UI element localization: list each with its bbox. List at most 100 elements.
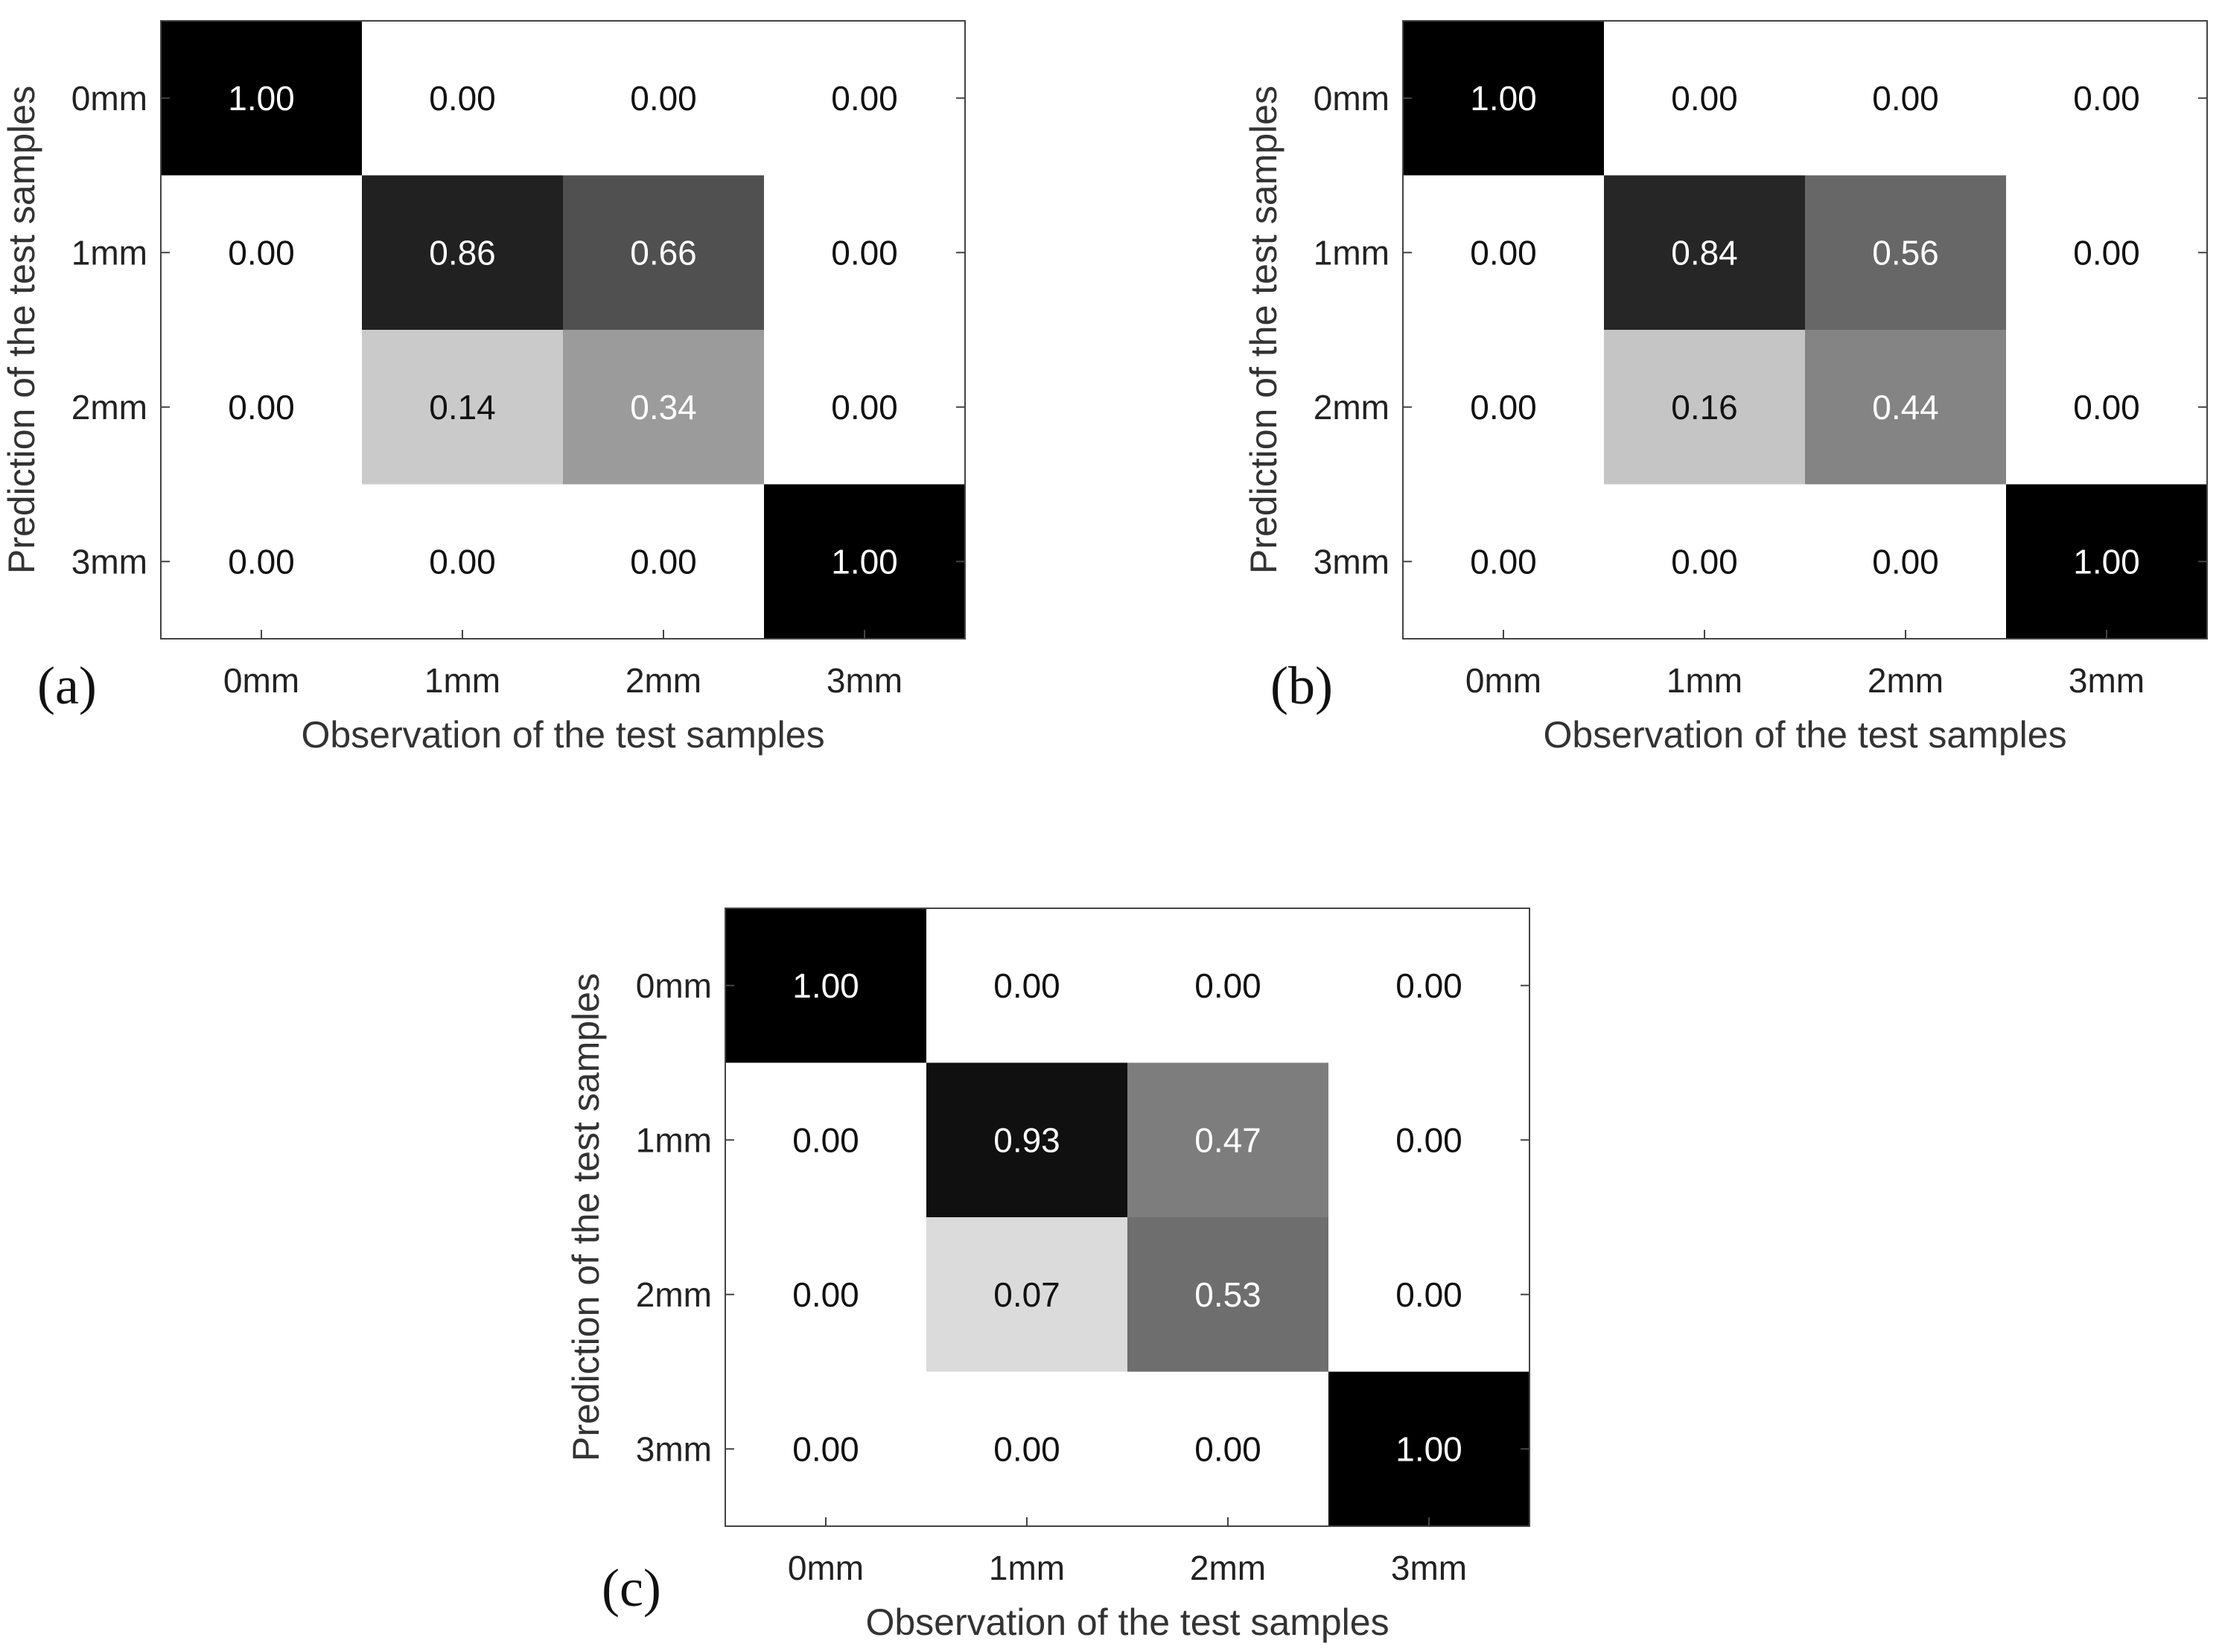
heatmap-cell <box>2006 21 2207 176</box>
cell-value-label: 0.00 <box>792 1120 859 1159</box>
cell-value-label: 0.66 <box>630 233 697 272</box>
y-tick-label: 2mm <box>71 388 147 427</box>
cell-value-label: 0.00 <box>630 542 697 581</box>
heatmap-cell <box>1403 484 1604 639</box>
cell-value-label: 0.00 <box>228 233 295 272</box>
y-tick-label: 1mm <box>636 1120 712 1159</box>
x-axis-title: Observation of the test samples <box>865 1601 1389 1643</box>
heatmap-cell <box>1328 908 1529 1063</box>
plot-frame <box>1402 20 2208 640</box>
cell-value-label: 0.00 <box>993 1429 1060 1468</box>
cell-value-label: 0.00 <box>630 79 697 118</box>
x-tick-label: 3mm <box>827 661 903 700</box>
heatmap-cell <box>362 175 563 330</box>
cell-value-label: 0.00 <box>831 79 898 118</box>
x-tick-label: 1mm <box>424 661 500 700</box>
heatmap-cell <box>161 484 362 639</box>
cell-value-label: 0.00 <box>1395 966 1462 1005</box>
cell-value-label: 0.93 <box>993 1120 1060 1159</box>
cell-value-label: 0.86 <box>429 233 496 272</box>
heatmap-cell <box>1127 908 1328 1063</box>
heatmap-cell <box>362 330 563 485</box>
cell-value-label: 0.00 <box>831 388 898 427</box>
heatmap-cell <box>926 908 1127 1063</box>
cell-value-label: 1.00 <box>2073 542 2140 581</box>
cell-value-label: 0.00 <box>1671 542 1738 581</box>
heatmap-cell <box>1403 330 1604 485</box>
heatmap-cell <box>1403 175 1604 330</box>
y-tick-label: 2mm <box>1314 388 1389 427</box>
cell-value-label: 0.00 <box>2073 388 2140 427</box>
heatmap-cell <box>563 330 764 485</box>
confusion-matrix-b: 1.00 0.00 0.00 0.00 0.00 0.84 0.56 0.00 0.00 0.16… <box>1242 0 2222 789</box>
confusion-matrix-c: 1.00 0.00 0.00 0.00 0.00 0.93 0.47 0.00 0.00 0.07… <box>564 887 1607 1652</box>
cell-value-label: 0.00 <box>228 388 295 427</box>
cell-value-label: 0.16 <box>1671 388 1738 427</box>
cell-value-label: 0.53 <box>1194 1275 1261 1314</box>
cell-value-label: 0.34 <box>630 388 697 427</box>
heatmap-cell <box>725 1371 926 1526</box>
plot-frame <box>725 908 1530 1527</box>
cell-value-label: 0.00 <box>1395 1275 1462 1314</box>
cell-value-label: 0.00 <box>429 542 496 581</box>
heatmap-cell <box>1805 484 2006 639</box>
y-tick-label: 1mm <box>1314 233 1389 272</box>
x-tick-label: 2mm <box>1868 661 1944 700</box>
x-tick-label: 3mm <box>1391 1549 1467 1587</box>
x-tick-label: 0mm <box>1465 661 1541 700</box>
heatmap-cell <box>764 21 965 176</box>
cell-value-label: 0.00 <box>831 233 898 272</box>
cell-value-label: 0.00 <box>792 1275 859 1314</box>
heatmap-cell <box>161 330 362 485</box>
heatmap-cell <box>764 330 965 485</box>
cell-value-label: 0.00 <box>228 542 295 581</box>
heatmap-cell <box>926 1217 1127 1372</box>
heatmap-cell <box>2006 175 2207 330</box>
heatmap-cell <box>1805 21 2006 176</box>
cell-value-label: 0.00 <box>792 1429 859 1468</box>
plot-frame <box>160 20 966 640</box>
y-tick-label: 3mm <box>1314 542 1389 581</box>
cell-value-label: 0.00 <box>1671 79 1738 118</box>
y-tick-label: 3mm <box>71 542 147 581</box>
heatmap-svg: 1.00 0.00 0.00 0.00 0.00 0.84 0.56 0.00 0.00 0.16… <box>1243 20 2208 756</box>
cell-value-label: 0.47 <box>1194 1120 1261 1159</box>
heatmap-cell <box>725 1062 926 1217</box>
heatmap-cell <box>764 175 965 330</box>
y-axis-title: Prediction of the test samples <box>565 973 607 1461</box>
heatmap-cell <box>1604 484 1805 639</box>
cell-value-label: 0.00 <box>1872 542 1939 581</box>
heatmap-cell <box>764 484 965 639</box>
x-tick-label: 0mm <box>223 661 299 700</box>
heatmap-cell <box>926 1062 1127 1217</box>
cell-value-label: 0.14 <box>429 388 496 427</box>
heatmap-cell <box>1127 1062 1328 1217</box>
heatmap-cell <box>1604 330 1805 485</box>
y-tick-label: 2mm <box>636 1275 712 1314</box>
heatmap-cell <box>926 1371 1127 1526</box>
heatmap-cell <box>563 175 764 330</box>
heatmap-cell <box>563 21 764 176</box>
cell-value-label: 0.00 <box>2073 233 2140 272</box>
x-axis-title: Observation of the test samples <box>1543 714 2066 756</box>
cell-value-label: 1.00 <box>1395 1429 1462 1468</box>
cell-value-label: 0.00 <box>1470 388 1537 427</box>
heatmap-cell <box>1805 330 2006 485</box>
heatmap-cell <box>2006 484 2207 639</box>
cell-value-label: 0.44 <box>1872 388 1939 427</box>
cell-value-label: 1.00 <box>1470 79 1537 118</box>
heatmap-cell <box>1403 21 1604 176</box>
heatmap-cell <box>1127 1371 1328 1526</box>
heatmap-cell <box>161 175 362 330</box>
heatmap-svg: 1.00 0.00 0.00 0.00 0.00 0.86 0.66 0.00 0.00 0.14… <box>1 20 966 756</box>
heatmap-cell <box>1328 1062 1529 1217</box>
heatmap-cell <box>1127 1217 1328 1372</box>
heatmap-cell <box>1328 1371 1529 1526</box>
cell-value-label: 0.00 <box>1470 542 1537 581</box>
x-tick-label: 0mm <box>788 1549 864 1587</box>
y-tick-label: 3mm <box>636 1429 712 1468</box>
confusion-matrix-a: 1.00 0.00 0.00 0.00 0.00 0.86 0.66 0.00 0.00 0.14… <box>0 0 1111 789</box>
x-tick-label: 1mm <box>1666 661 1742 700</box>
x-tick-label: 2mm <box>1190 1549 1266 1587</box>
